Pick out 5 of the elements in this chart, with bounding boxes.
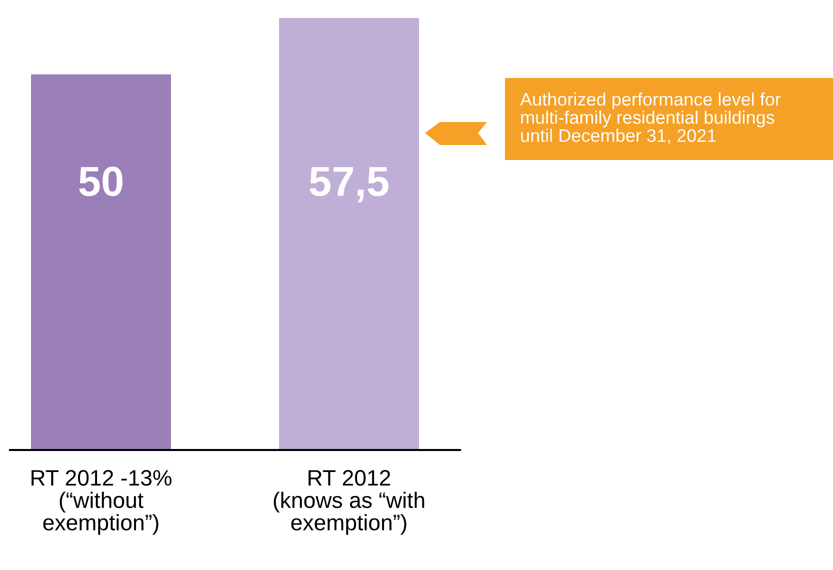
data-label: 50 xyxy=(79,166,122,196)
x-tick-label: RT 2012 -13% (“without exemption”) xyxy=(32,470,172,535)
text: Authorized performance level for multi-family residential buildings until December 31, 2021 xyxy=(520,92,781,144)
x-tick-label: RT 2012 (knows as “with exemption”) xyxy=(274,470,424,535)
data-label: 57,5 xyxy=(310,167,388,202)
